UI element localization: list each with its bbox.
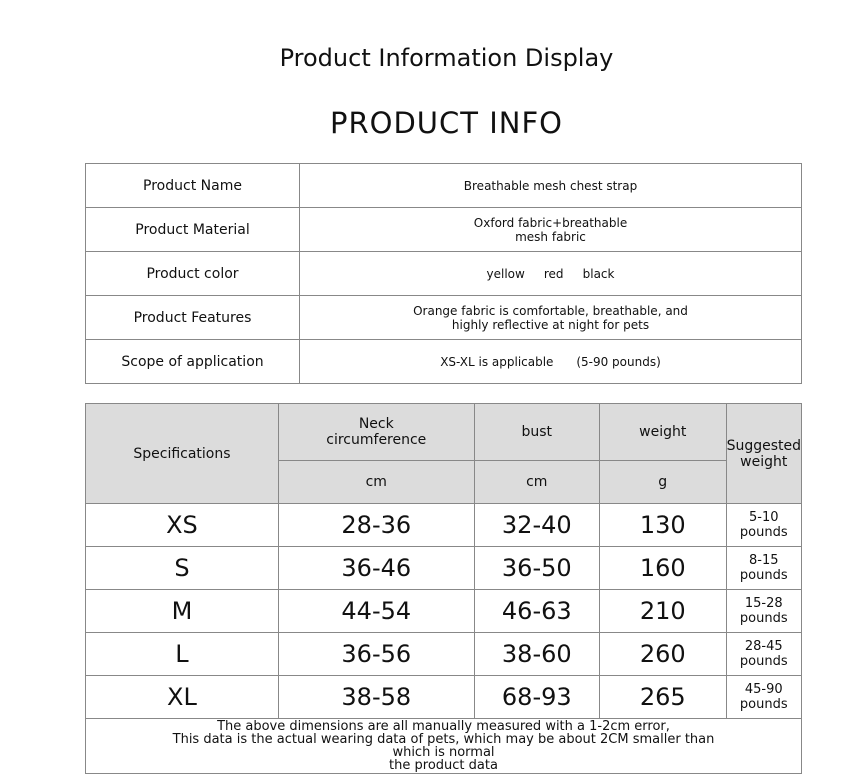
cell-suggested: 45-90 pounds	[725, 675, 803, 719]
note-line: This data is the actual wearing data of …	[172, 732, 715, 747]
cell-suggested: 28-45 pounds	[725, 632, 803, 676]
cell-weight: 260	[598, 632, 727, 676]
cell-size: L	[85, 632, 279, 676]
table-row: Scope of application XS-XL is applicable …	[85, 339, 802, 384]
cell-weight: 265	[598, 675, 727, 719]
cell-size: M	[85, 589, 279, 633]
page-title: Product Information Display	[279, 44, 614, 72]
section-title: PRODUCT INFO	[330, 106, 563, 140]
cell-neck: 44-54	[277, 589, 475, 633]
info-value: Orange fabric is comfortable, breathable…	[299, 295, 802, 340]
table-row: XS 28-36 32-40 130 5-10 pounds	[85, 503, 803, 547]
cell-neck: 36-56	[277, 632, 475, 676]
cell-bust: 36-50	[473, 546, 600, 590]
product-info-table: Product Name Breathable mesh chest strap …	[85, 163, 802, 384]
info-label: Product Features	[85, 295, 300, 340]
table-row: S 36-46 36-50 160 8-15 pounds	[85, 546, 803, 590]
note-line: which is normal	[392, 745, 495, 760]
cell-weight: 160	[598, 546, 727, 590]
cell-neck: 28-36	[277, 503, 475, 547]
cell-size: XS	[85, 503, 279, 547]
cell-bust: 68-93	[473, 675, 600, 719]
unit-bust: cm	[473, 460, 600, 504]
header-row: Specifications Neck circumference bust w…	[85, 403, 803, 504]
cell-suggested: 15-28 pounds	[725, 589, 803, 633]
table-row: Product color yellow red black	[85, 251, 802, 296]
cell-neck: 38-58	[277, 675, 475, 719]
table-row: M 44-54 46-63 210 15-28 pounds	[85, 589, 803, 633]
table-row: L 36-56 38-60 260 28-45 pounds	[85, 632, 803, 676]
table-row: Product Material Oxford fabric+breathable…	[85, 207, 802, 252]
header-weight: weight	[598, 403, 727, 461]
note-line: The above dimensions are all manually me…	[217, 719, 670, 734]
info-value: Breathable mesh chest strap	[299, 163, 802, 208]
info-value: Oxford fabric+breathable mesh fabric	[299, 207, 802, 252]
cell-neck: 36-46	[277, 546, 475, 590]
unit-row: cm cm g	[86, 460, 802, 504]
note: The above dimensions are all manually me…	[85, 718, 802, 774]
size-spec-table: Specifications Neck circumference bust w…	[85, 403, 803, 774]
info-label: Product Name	[85, 163, 300, 208]
cell-bust: 32-40	[473, 503, 600, 547]
cell-size: XL	[85, 675, 279, 719]
table-row: XL 38-58 68-93 265 45-90 pounds	[85, 675, 803, 719]
cell-bust: 38-60	[473, 632, 600, 676]
table-row: Product Features Orange fabric is comfort…	[85, 295, 802, 340]
note-line: the product data	[389, 758, 498, 773]
header-neck: Neck circumference	[277, 403, 475, 461]
info-value: yellow red black	[299, 251, 802, 296]
cell-weight: 210	[598, 589, 727, 633]
cell-bust: 46-63	[473, 589, 600, 633]
unit-neck: cm	[277, 460, 475, 504]
cell-suggested: 8-15 pounds	[725, 546, 803, 590]
header-size: Specifications	[85, 403, 279, 504]
cell-weight: 130	[598, 503, 727, 547]
table-row: Product Name Breathable mesh chest strap	[85, 163, 802, 208]
header-bust: bust	[473, 403, 600, 461]
cell-size: S	[85, 546, 279, 590]
note-row: The above dimensions are all manually me…	[85, 718, 802, 774]
info-value: XS-XL is applicable (5-90 pounds)	[299, 339, 802, 384]
cell-suggested: 5-10 pounds	[725, 503, 803, 547]
info-label: Product Material	[85, 207, 300, 252]
info-label: Product color	[85, 251, 300, 296]
info-label: Scope of application	[85, 339, 300, 384]
unit-weight: g	[598, 460, 727, 504]
header-suggested-weight: Suggested weight	[725, 403, 803, 504]
